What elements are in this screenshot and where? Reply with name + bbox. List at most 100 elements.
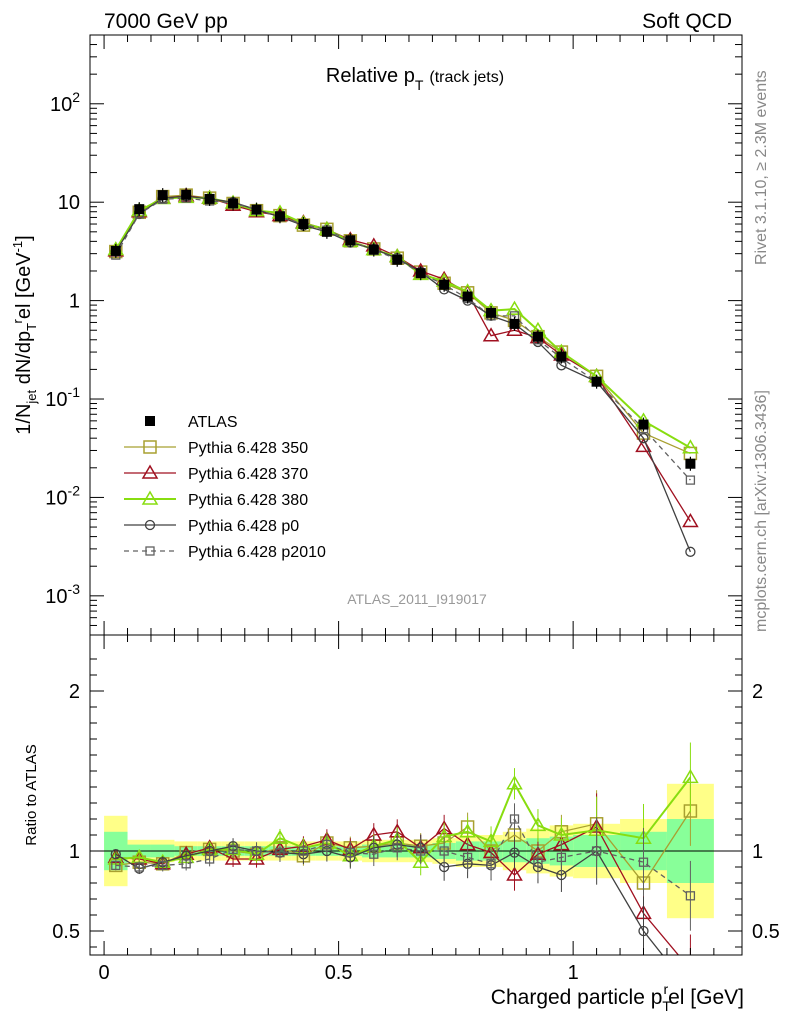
ratio-point-p2010 — [228, 844, 238, 855]
legend-marker — [145, 546, 155, 556]
data-point-atlas — [228, 198, 239, 209]
ratio-point-p2010 — [158, 860, 168, 871]
legend-label: Pythia 6.428 380 — [188, 492, 308, 509]
ratio-point-p2010 — [509, 814, 520, 824]
ratio-point-p2010 — [638, 857, 649, 867]
ratio-point-p2010 — [462, 852, 473, 863]
main-y-tick-label: 102 — [50, 89, 80, 116]
ratio-y-tick-label-right: 2 — [752, 681, 763, 703]
data-point-atlas — [685, 458, 696, 469]
main-y-tick-label: 10-1 — [45, 384, 80, 411]
legend-entry-p2010: Pythia 6.428 p2010 — [124, 544, 326, 561]
ratio-point-p380 — [529, 816, 547, 832]
data-point-p370 — [682, 512, 699, 528]
main-title-subscript: T — [415, 77, 424, 93]
ratio-y-tick-label-right: 1 — [752, 841, 763, 863]
data-point-p380 — [682, 439, 699, 454]
ylabel-part-g: -1 — [10, 241, 25, 253]
header-left: 7000 GeV pp — [104, 10, 228, 33]
ratio-point-p370 — [224, 850, 242, 865]
data-point-p0 — [685, 546, 696, 557]
main-series-layer — [107, 187, 699, 557]
ratio-y-tick-label: 0.5 — [52, 921, 80, 943]
x-tick-label: 1 — [568, 962, 579, 984]
data-point-atlas — [556, 351, 567, 362]
tick-base: 10 — [45, 389, 67, 411]
ratio-point-p370 — [506, 866, 523, 881]
ratio-panel: 0.5 0.5 1 1 2 2 0 0.5 1 Ratio to ATLAS Charged p… — [23, 634, 780, 1014]
data-point-atlas — [157, 190, 168, 201]
legend-entry-p0: Pythia 6.428 p0 — [124, 518, 299, 535]
ratio-point-p2010 — [204, 854, 215, 864]
tick-base: 10 — [58, 192, 80, 214]
header-right: Soft QCD — [642, 10, 732, 33]
data-point-atlas — [110, 245, 121, 256]
ratio-point-p370 — [683, 962, 697, 974]
xlabel-part-a: Charged particle p — [491, 986, 663, 1009]
ratio-point-p370 — [248, 850, 265, 865]
legend-entry-p350: Pythia 6.428 350 — [124, 440, 308, 457]
ratio-y-tick-label-right: 0.5 — [752, 921, 780, 943]
ratio-point-p380 — [271, 829, 289, 844]
tick-exponent: -3 — [68, 581, 81, 597]
main-series-atlas — [110, 187, 696, 471]
xlabel-part-c: r — [663, 981, 668, 997]
ratio-ticks: 0.5 0.5 1 1 2 2 0 0.5 1 — [52, 635, 780, 984]
data-point-atlas — [321, 226, 332, 237]
ratio-point-p2010 — [322, 839, 332, 850]
data-point-atlas — [181, 189, 192, 200]
data-point-p2010 — [685, 475, 696, 485]
tick-base: 10 — [45, 487, 67, 509]
ratio-y-tick-label: 1 — [69, 841, 80, 863]
ratio-point-p380 — [553, 826, 570, 841]
legend: ATLAS Pythia 6.428 350 Pythia 6.428 370 Pyt… — [124, 414, 326, 561]
ratio-point-p380 — [682, 768, 699, 784]
ratio-y-axis-label: Ratio to ATLAS — [23, 744, 40, 845]
main-title-suffix: (track jets) — [429, 69, 504, 86]
ratio-point-p2010 — [685, 891, 696, 901]
ratio-point-p380 — [506, 775, 523, 790]
data-point-p370 — [482, 327, 500, 342]
legend-label: Pythia 6.428 350 — [188, 440, 308, 457]
ylabel-part-d: T — [24, 323, 39, 331]
data-point-p380 — [506, 300, 523, 315]
main-y-tick-label: 10-2 — [45, 482, 80, 509]
main-y-axis-label: 1/Njet dN/dpTrel [GeV-1] — [10, 235, 39, 434]
ylabel-part-f: el [GeV — [13, 252, 35, 319]
ratio-point-p380 — [412, 853, 429, 868]
xlabel-part-b: T — [662, 998, 671, 1014]
ratio-point-p2010 — [416, 846, 426, 856]
data-point-atlas — [134, 204, 145, 215]
data-point-atlas — [509, 318, 520, 329]
ratio-point-p0 — [509, 847, 520, 858]
x-axis-label: Charged particle pTrel [GeV] — [491, 981, 744, 1014]
data-point-atlas — [368, 244, 379, 255]
ratio-point-p2010 — [556, 852, 567, 863]
ylabel-part-h: ] — [13, 235, 35, 241]
ratio-point-p2010 — [392, 843, 402, 853]
data-point-atlas — [486, 307, 497, 318]
main-y-tick-label: 1 — [69, 291, 80, 313]
main-y-tick-label: 10 — [58, 192, 80, 214]
tick-exponent: -1 — [68, 384, 81, 400]
data-point-atlas — [204, 193, 215, 204]
legend-entry-p380: Pythia 6.428 380 — [124, 490, 308, 509]
ratio-point-p2010 — [181, 859, 191, 869]
data-point-atlas — [638, 419, 649, 430]
x-tick-label: 0 — [99, 962, 110, 984]
ratio-point-p2010 — [591, 846, 602, 856]
side-label-generator: Rivet 3.1.10, ≥ 2.3M events — [753, 70, 770, 265]
ratio-point-p2010 — [134, 862, 144, 872]
legend-label: Pythia 6.428 p2010 — [188, 544, 326, 561]
ratio-point-p2010 — [345, 847, 355, 858]
tick-base: 10 — [45, 586, 67, 608]
legend-marker — [144, 519, 156, 531]
main-y-tick-label: 10-3 — [45, 581, 80, 608]
data-point-atlas — [392, 254, 403, 265]
legend-marker — [143, 440, 157, 454]
legend-label: Pythia 6.428 p0 — [188, 518, 299, 535]
data-point-atlas — [345, 235, 356, 246]
